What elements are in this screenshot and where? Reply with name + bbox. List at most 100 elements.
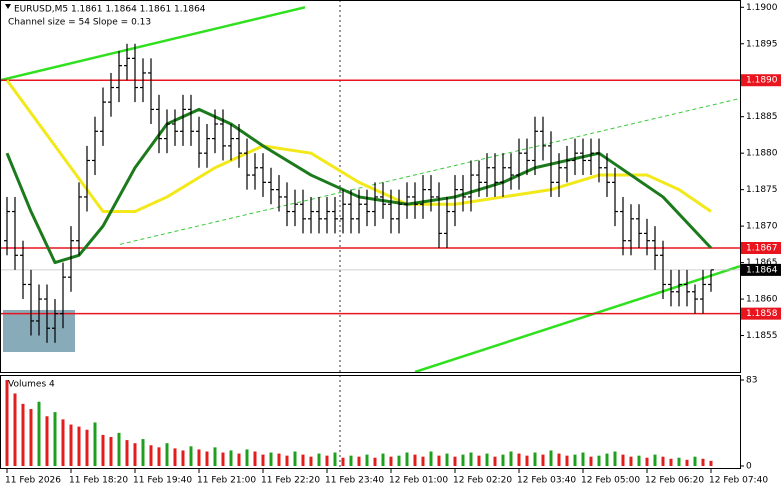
volume-bar	[445, 453, 449, 466]
volume-bar	[93, 422, 97, 466]
volume-bar	[173, 448, 177, 466]
volume-bar	[285, 455, 289, 466]
volume-bar	[253, 451, 257, 466]
volume-bar	[373, 457, 377, 466]
volume-bar	[301, 454, 305, 466]
volume-bar	[157, 447, 161, 466]
level-label: 1.1890	[746, 76, 778, 86]
x-tick-label: 12 Feb 03:40	[517, 476, 576, 486]
volume-bar	[565, 455, 569, 466]
volume-bar	[517, 453, 521, 466]
volume-bar	[381, 453, 385, 466]
volume-bar	[269, 452, 273, 466]
y-tick-label: 1.1880	[746, 149, 778, 159]
price-panel	[0, 6, 740, 372]
level-label: 1.1858	[746, 309, 778, 319]
y-tick-label: 1.1870	[746, 222, 778, 232]
level-label-box	[741, 242, 781, 254]
volume-bar	[45, 416, 49, 466]
volume-bar	[653, 454, 657, 466]
volume-bar	[221, 452, 225, 466]
current-price-box	[741, 263, 781, 276]
y-tick-label: 1.1855	[746, 331, 778, 341]
volume-bar	[509, 451, 513, 466]
y-tick-label: 1.1860	[746, 295, 778, 305]
volume-title: Volumes 4	[8, 380, 55, 390]
volume-bar	[493, 456, 497, 466]
volume-bar	[413, 454, 417, 466]
volume-bar	[397, 455, 401, 466]
volume-bar	[109, 436, 113, 466]
x-tick-label: 12 Feb 05:00	[581, 476, 640, 486]
volume-bar	[205, 451, 209, 466]
volume-bar	[629, 456, 633, 466]
x-tick-label: 11 Feb 18:20	[69, 476, 128, 486]
volume-tick-label: 83	[746, 376, 757, 386]
volume-bar	[405, 452, 409, 466]
x-tick-label: 12 Feb 02:20	[453, 476, 512, 486]
volume-bar	[525, 455, 529, 466]
volume-bar	[453, 456, 457, 466]
volume-bar	[181, 450, 185, 466]
y-tick-label: 1.1875	[746, 185, 778, 195]
volume-bar	[581, 452, 585, 466]
volume-bar	[237, 453, 241, 466]
current-price-label: 1.1864	[746, 265, 778, 275]
x-tick-label: 12 Feb 06:20	[645, 476, 704, 486]
volume-bar	[477, 455, 481, 466]
y-tick-label: 1.1865	[746, 258, 778, 268]
volume-bar	[637, 455, 641, 466]
volume-bar	[293, 451, 297, 466]
volume-bar	[37, 401, 41, 466]
volume-bar	[229, 450, 233, 466]
volume-bar	[357, 456, 361, 466]
volume-bar	[429, 451, 433, 466]
level-label: 1.1867	[746, 244, 778, 254]
volume-bar	[389, 456, 393, 466]
x-tick-label: 12 Feb 01:00	[389, 476, 448, 486]
volume-frame	[0, 375, 741, 469]
level-label-box	[741, 74, 781, 87]
chart-title: EURUSD,M5 1.1861 1.1864 1.1861 1.1864	[14, 5, 206, 15]
volume-bar	[485, 453, 489, 466]
volume-bar	[709, 460, 713, 466]
volume-bar	[197, 449, 201, 466]
volume-bar	[125, 440, 129, 466]
volume-bar	[437, 455, 441, 466]
volume-bar	[141, 439, 145, 466]
volume-bar	[85, 429, 89, 466]
volume-bar	[245, 449, 249, 466]
x-tick-label: 11 Feb 22:20	[261, 476, 320, 486]
volume-bar	[325, 455, 329, 466]
volume-bar	[701, 458, 705, 466]
volume-bar	[533, 452, 537, 466]
volume-bar	[77, 426, 81, 466]
volume-bar	[149, 445, 153, 466]
volume-bar	[349, 455, 353, 466]
volume-bar	[21, 403, 25, 466]
volume-tick-label: 0	[746, 462, 752, 472]
x-tick-label: 11 Feb 23:40	[325, 476, 384, 486]
volume-bar	[69, 424, 73, 466]
x-tick-label: 12 Feb 07:40	[709, 476, 768, 486]
volume-bar	[309, 456, 313, 466]
y-tick-label: 1.1900	[746, 3, 778, 13]
volume-bar	[661, 456, 665, 466]
level-label-box	[741, 307, 781, 320]
x-tick-label: 11 Feb 21:00	[197, 476, 256, 486]
volume-bar	[29, 409, 33, 466]
volume-bar	[541, 454, 545, 466]
volume-bar	[421, 456, 425, 466]
volume-bar	[5, 380, 9, 466]
volume-bar	[685, 459, 689, 466]
volume-bar	[189, 446, 193, 466]
volume-bar	[461, 454, 465, 466]
y-tick-label: 1.1885	[746, 112, 778, 122]
x-tick-label: 11 Feb 19:40	[133, 476, 192, 486]
volume-bar	[317, 453, 321, 466]
volume-bar	[277, 453, 281, 466]
channel-line	[119, 97, 740, 245]
y-tick-label: 1.1895	[746, 39, 778, 49]
volume-bar	[597, 455, 601, 466]
